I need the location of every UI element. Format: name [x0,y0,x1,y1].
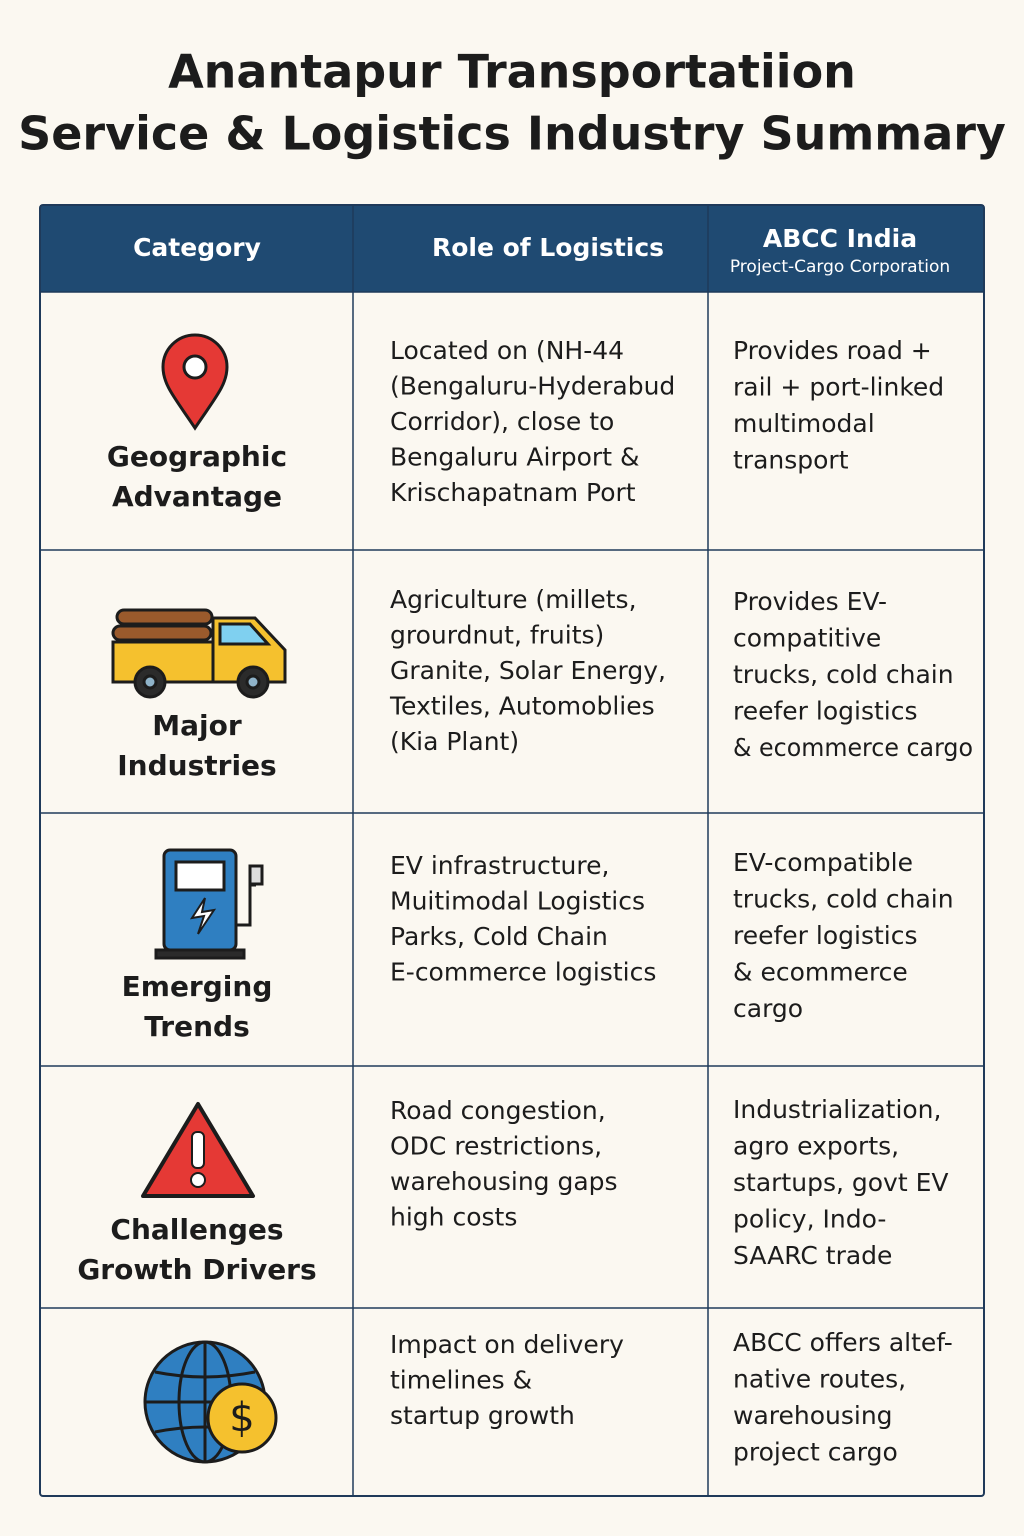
location-pin-icon [161,333,229,431]
role-text: Granite, Solar Energy, [390,656,666,685]
abcc-text: startups, govt EV [733,1168,948,1197]
role-text: E-commerce logistics [390,958,656,987]
role-text: Corridor), close to [390,407,614,436]
title: Service & Logistics Industry Summary [18,107,1006,161]
abcc-text: reefer logistics [733,921,918,950]
column-title: ABCC India [763,224,917,253]
role-text: (Bengaluru-Hyderabud [390,372,675,401]
role-text: Muitimodal Logistics [390,887,645,916]
abcc-text: multimodal [733,409,875,438]
globe-dollar-icon: $ [143,1340,278,1464]
category-label: Geographic [107,440,287,473]
column-title: Role of Logistics [432,233,664,262]
title: Anantapur Transportatiion [168,45,856,99]
abcc-text: agro exports, [733,1132,899,1161]
abcc-text: native routes, [733,1365,906,1394]
role-text: Road congestion, [390,1096,606,1125]
abcc-text: & ecommerce cargo [733,733,973,762]
role-text: EV infrastructure, [390,851,609,880]
ev-charger-icon [154,848,264,960]
abcc-text: ABCC offers altef- [733,1328,953,1357]
role-text: Krischapatnam Port [390,478,636,507]
role-text: high costs [390,1203,517,1232]
warning-icon [141,1102,255,1198]
table-header-bg [40,205,984,292]
truck-icon [111,608,287,699]
category-label: Major [152,709,242,742]
role-text: Agriculture (millets, [390,585,637,614]
abcc-text: trucks, cold chain [733,885,954,914]
role-text: Parks, Cold Chain [390,922,608,951]
abcc-text: compatitive [733,624,881,653]
category-label: Advantage [112,480,282,513]
abcc-text: warehousing [733,1401,893,1430]
role-text: Textiles, Automoblies [389,692,655,721]
role-text: Located on (NH-44 [390,336,624,365]
role-text: warehousing gaps [390,1167,618,1196]
abcc-text: reefer logistics [733,697,918,726]
category-label: Trends [144,1010,249,1043]
abcc-text: project cargo [733,1438,898,1467]
category-label: Emerging [122,970,273,1003]
abcc-text: & ecommerce [733,958,908,987]
column-title: Category [133,233,261,262]
abcc-text: Provides road + [733,336,932,365]
abcc-text: policy, Indo- [733,1205,886,1234]
abcc-text: Industrialization, [733,1095,941,1124]
role-text: startup growth [390,1401,575,1430]
role-text: Bengaluru Airport & [390,443,639,472]
role-text: grourdnut, fruits) [390,621,604,650]
abcc-text: transport [733,446,849,475]
role-text: timelines & [390,1366,532,1395]
column-subtitle: Project-Cargo Corporation [730,257,950,277]
abcc-text: trucks, cold chain [733,660,954,689]
category-label: Growth Drivers [77,1253,316,1286]
category-label: Challenges [110,1213,283,1246]
role-text: Impact on delivery [390,1330,624,1359]
abcc-text: SAARC trade [733,1241,892,1270]
role-text: ODC restrictions, [390,1132,602,1161]
svg-text:$: $ [229,1395,254,1441]
role-text: (Kia Plant) [390,727,519,756]
category-label: Industries [117,749,276,782]
abcc-text: cargo [733,994,803,1023]
abcc-text: rail + port-linked [733,373,944,402]
abcc-text: Provides EV- [733,587,887,616]
table-border [39,204,985,1497]
abcc-text: EV-compatible [733,848,913,877]
